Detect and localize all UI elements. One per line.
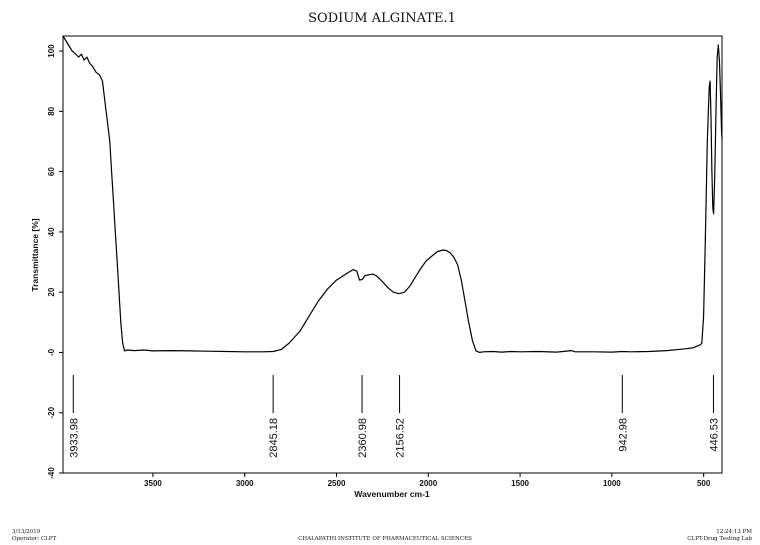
y-tick-label: 60 — [47, 167, 56, 176]
x-tick-label: 3500 — [144, 479, 162, 488]
footer-time: 12:24:13 PM — [716, 529, 752, 535]
peak-label: 3933.98 — [68, 418, 80, 458]
y-tick-label: -40 — [47, 467, 56, 479]
peak-label: 2360.98 — [357, 418, 369, 458]
x-tick-label: 500 — [697, 479, 711, 488]
y-tick-label: -20 — [47, 406, 56, 418]
peak-label: 942.98 — [617, 418, 629, 452]
chart-title: SODIUM ALGINATE.1 — [308, 11, 456, 26]
footer-date: 3/13/2019 — [12, 529, 41, 535]
footer-institution: CHALAPATHI INSTITUTE OF PHARMACEUTICAL S… — [298, 536, 472, 542]
plot-area-frame — [62, 35, 723, 474]
y-tick-label: 100 — [47, 44, 56, 58]
y-tick-label: 80 — [47, 106, 56, 115]
footer-lab: CLPT-Drug Testing Lab — [687, 536, 752, 542]
y-tick-label: 40 — [47, 227, 56, 236]
y-axis: -40 -20 -0 20 40 60 80 100 — [47, 44, 63, 479]
peak-markers: 3933.98 2845.18 2360.98 2156.52 942.98 446.53 — [68, 375, 720, 458]
peak-label: 2156.52 — [395, 418, 407, 458]
x-tick-label: 2000 — [419, 479, 437, 488]
x-tick-label: 1000 — [603, 479, 621, 488]
peak-label: 2845.18 — [268, 418, 280, 458]
x-tick-label: 1500 — [511, 479, 529, 488]
x-tick-label: 3000 — [236, 479, 254, 488]
footer-operator: Operator: CLPT — [12, 536, 57, 542]
peak-label: 446.53 — [708, 418, 720, 452]
x-axis-label: Wavenumber cm-1 — [354, 489, 430, 499]
spectrum-line — [62, 35, 723, 353]
y-tick-label: 20 — [47, 287, 56, 296]
y-axis-label: Transmittance [%] — [30, 218, 40, 291]
x-axis: 3500 3000 2500 2000 1500 1000 500 — [144, 473, 711, 488]
x-tick-label: 2500 — [328, 479, 346, 488]
y-tick-label: -0 — [47, 348, 56, 356]
